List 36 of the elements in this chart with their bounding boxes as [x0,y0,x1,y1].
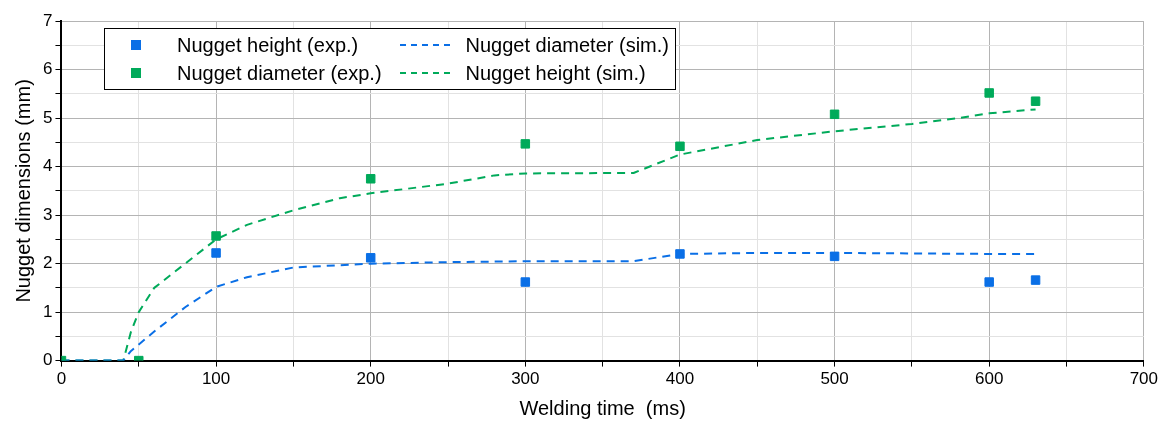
legend-label: Nugget height (sim.) [465,61,646,86]
point [829,251,840,262]
point [520,139,531,149]
y-tick-label: 3 [42,204,53,224]
x-axis-title: Welding time (ms) [519,396,686,419]
x-tick-label: 500 [820,369,849,389]
x-tick-label: 100 [201,369,231,389]
y-tick-label: 0 [42,350,53,370]
point [211,231,221,241]
point [520,277,531,287]
point [365,174,376,184]
point [984,277,994,287]
y-tick-label: 2 [42,253,53,273]
x-tick-label: 300 [511,369,540,389]
y-tick-label: 1 [42,301,53,321]
point [211,248,221,258]
point [675,141,685,152]
point [1030,275,1041,285]
y-tick-label: 4 [42,156,53,176]
y-tick-label: 5 [42,107,53,127]
x-tick-label: 400 [665,369,695,389]
point [829,109,840,120]
x-tick-label: 0 [56,369,67,389]
point [984,88,994,98]
x-tick-label: 600 [975,369,1004,389]
legend-label: Nugget height (exp.) [177,33,359,58]
x-tick-label: 700 [1129,369,1159,389]
legend-label: Nugget diameter (sim.) [465,33,669,58]
y-tick-label: 7 [42,10,53,30]
x-tick-label: 200 [356,369,385,389]
y-tick-label: 6 [42,59,53,79]
point [365,253,376,263]
point [1030,96,1041,106]
point [675,249,685,259]
y-axis-title: Nugget dimensions (mm) [11,79,34,303]
legend-label: Nugget diameter (exp.) [177,61,382,86]
